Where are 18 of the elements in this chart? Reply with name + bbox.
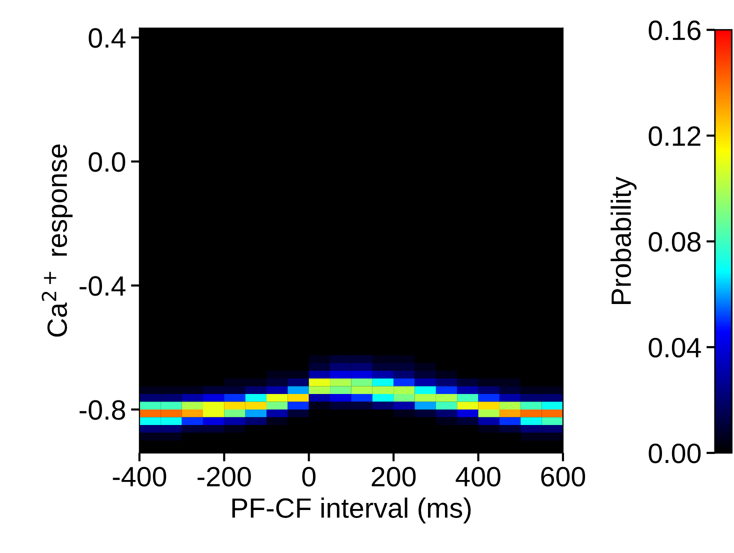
y-axis-title: Ca$^{2+}$ response: [42, 144, 73, 337]
y-tick-label: -0.4: [80, 276, 126, 296]
x-axis-title: PF-CF interval (ms): [232, 498, 471, 524]
x-tick-label: 200: [372, 466, 416, 487]
color-bar-title: Probability: [610, 176, 637, 304]
y-tick-label: -0.8: [80, 400, 126, 420]
color-bar-label: 0.04: [648, 338, 701, 358]
y-tick-label: 0.0: [88, 152, 126, 172]
x-tick-label: 600: [541, 466, 586, 487]
y-tick-label: 0.4: [88, 28, 126, 48]
x-tick-label: 400: [456, 466, 500, 487]
color-bar-label: 0.00: [648, 444, 701, 464]
color-bar-label: 0.16: [648, 20, 701, 40]
x-tick-label: -200: [198, 466, 251, 487]
color-bar-label: 0.12: [648, 126, 700, 146]
x-tick-label: 0: [302, 466, 316, 487]
x-tick-label: -400: [112, 466, 166, 487]
color-bar-label: 0.08: [648, 232, 701, 252]
